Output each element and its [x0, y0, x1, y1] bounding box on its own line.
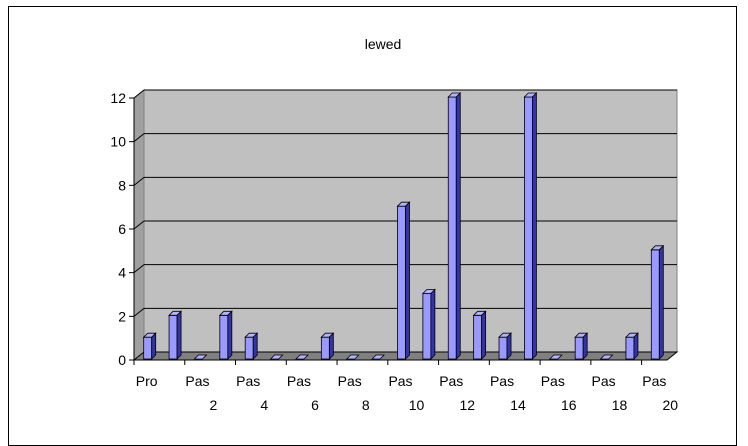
chart-title: lewed — [365, 36, 402, 52]
bar-side — [227, 310, 233, 360]
x-tick-label-line2: 18 — [612, 397, 628, 413]
bar — [548, 354, 563, 360]
x-tick-label: Pas — [287, 373, 311, 389]
bar-side — [506, 332, 512, 360]
bar-front — [168, 314, 178, 360]
bar — [447, 92, 462, 360]
bar-front — [625, 336, 635, 360]
bar-front — [320, 336, 330, 360]
bar — [244, 332, 259, 360]
x-tick-label: Pas — [185, 373, 209, 389]
bar — [345, 354, 360, 360]
bar-front — [524, 96, 533, 360]
x-tick-label-line2: 6 — [311, 397, 319, 413]
bar-front — [473, 314, 483, 360]
gridline-side — [133, 133, 145, 143]
x-tick-label: Pas — [439, 373, 463, 389]
bar-side — [633, 332, 639, 360]
bar — [193, 354, 208, 360]
axes — [129, 97, 667, 365]
bar-front — [650, 249, 660, 360]
grid-lines — [133, 89, 677, 317]
y-tick-label: 10 — [110, 134, 126, 150]
bar-top — [295, 354, 309, 360]
bar — [624, 332, 639, 360]
bar-side — [532, 92, 537, 360]
bar-side — [658, 244, 664, 360]
x-tick-label: Pas — [591, 373, 615, 389]
bar — [421, 288, 436, 360]
bar — [142, 332, 157, 360]
bar-side — [252, 332, 258, 360]
x-tick-label-line2: 8 — [362, 397, 370, 413]
bar-front — [447, 96, 457, 360]
bar — [396, 201, 411, 360]
bar — [472, 310, 487, 360]
bar-front — [397, 205, 406, 360]
y-tick-labels: 0 2 4 6 8 10 12 — [110, 90, 126, 368]
gridline-side — [133, 176, 145, 186]
bar-side — [455, 92, 461, 360]
bar-side — [430, 288, 436, 360]
bar — [574, 332, 589, 360]
bar — [523, 92, 538, 360]
bar-front — [143, 336, 153, 360]
x-tick-label: Pro — [136, 373, 158, 389]
y-tick-label: 4 — [118, 265, 126, 281]
gridline-side — [133, 264, 145, 274]
y-tick-label: 2 — [118, 308, 126, 324]
x-tick-label-line2: 14 — [510, 397, 526, 413]
bar-top — [345, 354, 360, 360]
gridline-side — [133, 89, 145, 99]
bar — [168, 310, 183, 360]
x-tick-label-line2: 20 — [663, 397, 679, 413]
bar — [295, 354, 309, 360]
bar-front — [422, 293, 432, 360]
x-tick-label-line2: 2 — [210, 397, 218, 413]
y-tick-label: 6 — [118, 221, 126, 237]
x-tick-label: Pas — [642, 373, 666, 389]
bar-top — [269, 354, 284, 360]
bar — [269, 354, 284, 360]
y-tick-label: 0 — [118, 352, 126, 368]
bar-top — [548, 354, 563, 360]
bar — [218, 310, 233, 360]
x-tick-labels: Pro Pas2Pas4Pas6Pas8Pas10Pas12Pas14Pas16P… — [136, 373, 679, 413]
bar-front — [574, 336, 584, 360]
bar-series — [142, 92, 665, 360]
bar — [498, 332, 512, 360]
bar-top — [371, 354, 386, 360]
x-tick-label: Pas — [338, 373, 362, 389]
chart-frame: lewed 0 2 4 6 8 10 12 Pro Pas 2 Pas 4 Pas 6 Pas 8 Pas 10… — [8, 6, 737, 446]
bar-side — [481, 310, 487, 360]
bar-front — [219, 314, 229, 360]
x-tick-label-line2: 16 — [561, 397, 577, 413]
x-tick-label-line2: 4 — [260, 397, 268, 413]
bar-front — [244, 336, 254, 360]
bar-top — [193, 354, 208, 360]
x-tick-label: Pas — [490, 373, 514, 389]
gridline-side — [133, 220, 145, 230]
y-tick-label: 8 — [118, 177, 126, 193]
gridline-side — [133, 307, 145, 317]
bar — [599, 354, 614, 360]
x-tick-label-line2: 10 — [409, 397, 425, 413]
bar-side — [405, 201, 410, 360]
bar-top — [599, 354, 614, 360]
x-tick-label: Pas — [236, 373, 260, 389]
bar — [650, 244, 665, 360]
x-tick-label-line2: 12 — [459, 397, 475, 413]
x-tick-label: Pas — [541, 373, 565, 389]
bar-side — [328, 332, 334, 360]
y-tick-label: 12 — [110, 90, 126, 106]
bar-front — [498, 336, 508, 360]
bar-side — [582, 332, 588, 360]
bar — [320, 332, 335, 360]
x-tick-label: Pas — [388, 373, 412, 389]
bar — [371, 354, 386, 360]
bar-side — [176, 310, 182, 360]
bar-side — [151, 332, 157, 360]
